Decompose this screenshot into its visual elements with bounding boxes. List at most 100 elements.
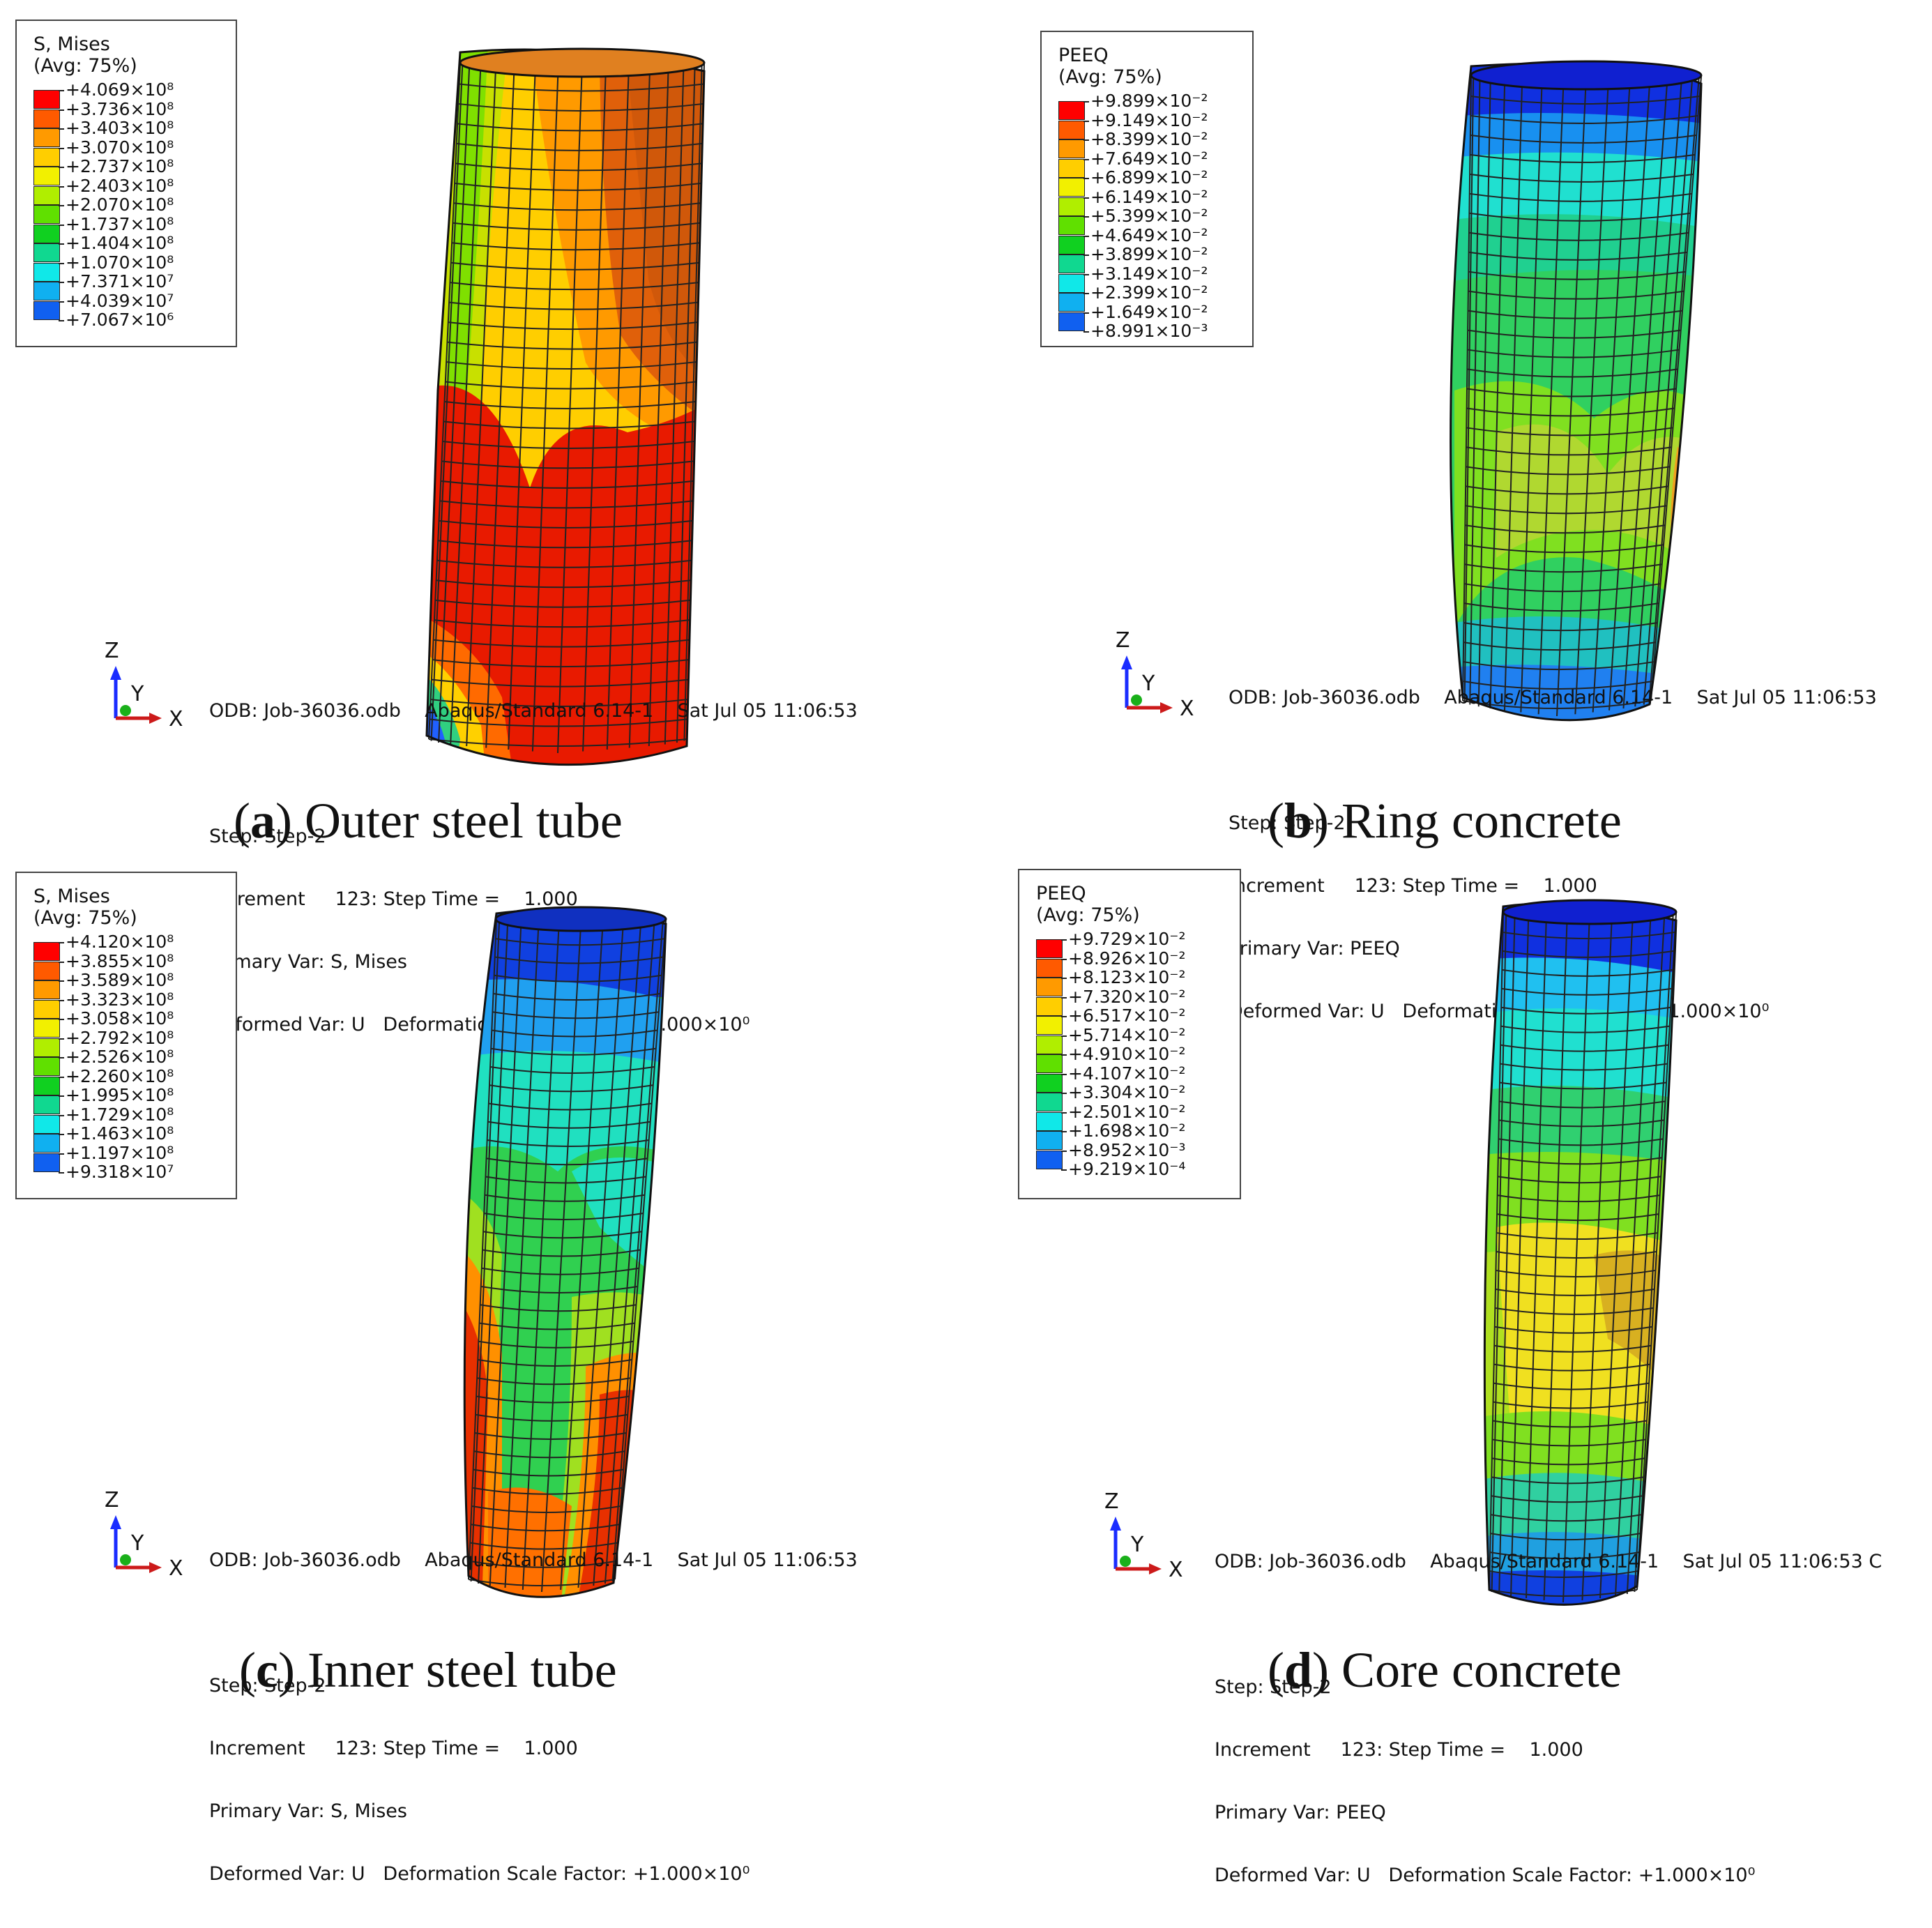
axis-z-label: Z	[105, 639, 119, 663]
legend-value: +1.404×10⁸	[66, 233, 174, 253]
legend-value: +2.501×10⁻²	[1068, 1101, 1186, 1122]
legend-swatch	[1058, 139, 1085, 158]
legend-swatch	[33, 262, 60, 282]
legend-value: +3.058×10⁸	[66, 1008, 174, 1028]
legend-tick	[59, 301, 64, 303]
legend-value: +7.067×10⁶	[66, 310, 174, 330]
legend-swatch	[1036, 1093, 1063, 1111]
legend-c: S, Mises (Avg: 75%) +4.120×10⁸ +3.855×10⁸…	[15, 872, 237, 1199]
legend-tick	[1083, 293, 1089, 294]
legend-value: +2.737×10⁸	[66, 156, 174, 176]
legend-value: +1.070×10⁸	[66, 252, 174, 273]
axis-y-label: Y	[130, 682, 144, 706]
legend-tick	[59, 282, 64, 283]
legend-d: PEEQ (Avg: 75%) +9.729×10⁻² +8.926×10⁻² +8…	[1018, 869, 1241, 1199]
odb-line: ODB: Job-36036.odb Abaqus/Standard 6.14-…	[1215, 1551, 1882, 1572]
legend-a: S, Mises (Avg: 75%) +4.069×10⁸ +3.736×10⁸…	[15, 20, 237, 347]
legend-swatch	[1036, 939, 1063, 958]
legend-value: +3.403×10⁸	[66, 118, 174, 138]
legend-swatch	[1058, 158, 1085, 178]
legend-value: +8.991×10⁻³	[1090, 321, 1208, 341]
legend-value: +2.399×10⁻²	[1090, 282, 1208, 303]
legend-value: +7.320×10⁻²	[1068, 986, 1186, 1007]
legend-tick	[59, 243, 64, 245]
legend-value: +8.123×10⁻²	[1068, 967, 1186, 987]
legend-tick	[59, 320, 64, 321]
odb-line: ODB: Job-36036.odb Abaqus/Standard 6.14-…	[1229, 687, 1877, 708]
legend-tick	[1083, 120, 1089, 122]
legend-tick	[59, 942, 64, 943]
legend-value: +9.729×10⁻²	[1068, 929, 1186, 949]
caption-letter: b	[1284, 793, 1313, 849]
legend-swatch	[33, 109, 60, 128]
legend-swatch	[1036, 1073, 1063, 1093]
odb-line: ODB: Job-36036.odb Abaqus/Standard 6.14-…	[209, 1549, 858, 1571]
caption-letter: c	[255, 1642, 278, 1698]
axis-z-label: Z	[1104, 1489, 1119, 1514]
legend-swatch	[33, 185, 60, 205]
legend-scale: +4.120×10⁸ +3.855×10⁸ +3.589×10⁸ +3.323×10⁸…	[33, 933, 220, 1192]
legend-tick	[59, 1019, 64, 1020]
legend-avg: (Avg: 75%)	[33, 907, 137, 929]
legend-avg: (Avg: 75%)	[1036, 904, 1140, 926]
increment-line: Increment 123: Step Time = 1.000	[1229, 875, 1597, 897]
legend-swatch	[1036, 978, 1063, 996]
legend-tick	[1061, 1093, 1067, 1094]
step-line: Step: Step-2	[209, 1675, 326, 1697]
legend-value: +9.899×10⁻²	[1090, 91, 1208, 111]
legend-tick	[1061, 1016, 1067, 1017]
axis-triad-a: Z Y X	[105, 639, 183, 731]
legend-swatch	[1058, 216, 1085, 235]
legend-value: +1.698×10⁻²	[1068, 1121, 1186, 1141]
legend-value: +4.039×10⁷	[66, 290, 174, 311]
legend-tick	[1083, 178, 1089, 179]
axis-x-label: X	[1169, 1558, 1183, 1582]
legend-tick	[1061, 958, 1067, 960]
deformed-var-line: Deformed Var: U Deformation Scale Factor…	[209, 1863, 750, 1885]
legend-value: +1.463×10⁸	[66, 1123, 174, 1144]
legend-tick	[59, 90, 64, 91]
legend-swatch	[33, 147, 60, 167]
primary-var-line: Primary Var: PEEQ	[1215, 1802, 1386, 1823]
legend-tick	[1083, 312, 1089, 314]
panel-c: S, Mises (Avg: 75%) +4.120×10⁸ +3.855×10⁸…	[0, 865, 966, 1885]
legend-tick	[59, 1172, 64, 1174]
inner-steel-tube-model	[463, 906, 667, 1598]
legend-value: +5.714×10⁻²	[1068, 1024, 1186, 1045]
panel-a: S, Mises (Avg: 75%) +4.069×10⁸ +3.736×10⁸…	[0, 0, 966, 1035]
legend-swatch	[33, 980, 60, 999]
legend-swatch	[1058, 235, 1085, 255]
axis-x-label: X	[169, 707, 183, 731]
legend-value: +2.526×10⁸	[66, 1047, 174, 1067]
legend-swatch	[1058, 273, 1085, 293]
legend-swatch	[33, 999, 60, 1019]
legend-tick	[59, 980, 64, 982]
legend-swatch	[1058, 293, 1085, 312]
legend-tick	[59, 224, 64, 226]
caption-letter: d	[1284, 1642, 1313, 1698]
legend-value: +2.403×10⁸	[66, 175, 174, 196]
legend-swatch	[1058, 178, 1085, 197]
step-line: Step: Step-2	[1229, 812, 1346, 834]
legend-tick	[59, 1057, 64, 1058]
legend-scale: +9.729×10⁻² +8.926×10⁻² +8.123×10⁻² +7.320×…	[1036, 930, 1224, 1190]
odb-info-d: ODB: Job-36036.odb Abaqus/Standard 6.14-…	[1215, 1510, 1882, 1928]
axis-y-label: Y	[1141, 671, 1155, 696]
legend-tick	[1083, 331, 1089, 333]
legend-swatch	[33, 1095, 60, 1114]
caption-d: (d) Core concrete	[1268, 1642, 1622, 1698]
legend-value: +8.926×10⁻²	[1068, 948, 1186, 969]
legend-value: +5.399×10⁻²	[1090, 206, 1208, 226]
legend-swatch	[1058, 120, 1085, 139]
legend-value: +7.649×10⁻²	[1090, 148, 1208, 169]
legend-swatch	[33, 1153, 60, 1172]
increment-line: Increment 123: Step Time = 1.000	[1215, 1739, 1583, 1761]
legend-tick	[1061, 1035, 1067, 1037]
axis-y-label: Y	[1130, 1533, 1144, 1557]
primary-var-line: Primary Var: S, Mises	[209, 1800, 407, 1822]
legend-value: +2.792×10⁸	[66, 1027, 174, 1048]
legend-value: +3.589×10⁸	[66, 970, 174, 990]
legend-swatch	[1058, 101, 1085, 120]
odb-line: ODB: Job-36036.odb Abaqus/Standard 6.14-…	[209, 700, 858, 722]
legend-tick	[1061, 1054, 1067, 1056]
